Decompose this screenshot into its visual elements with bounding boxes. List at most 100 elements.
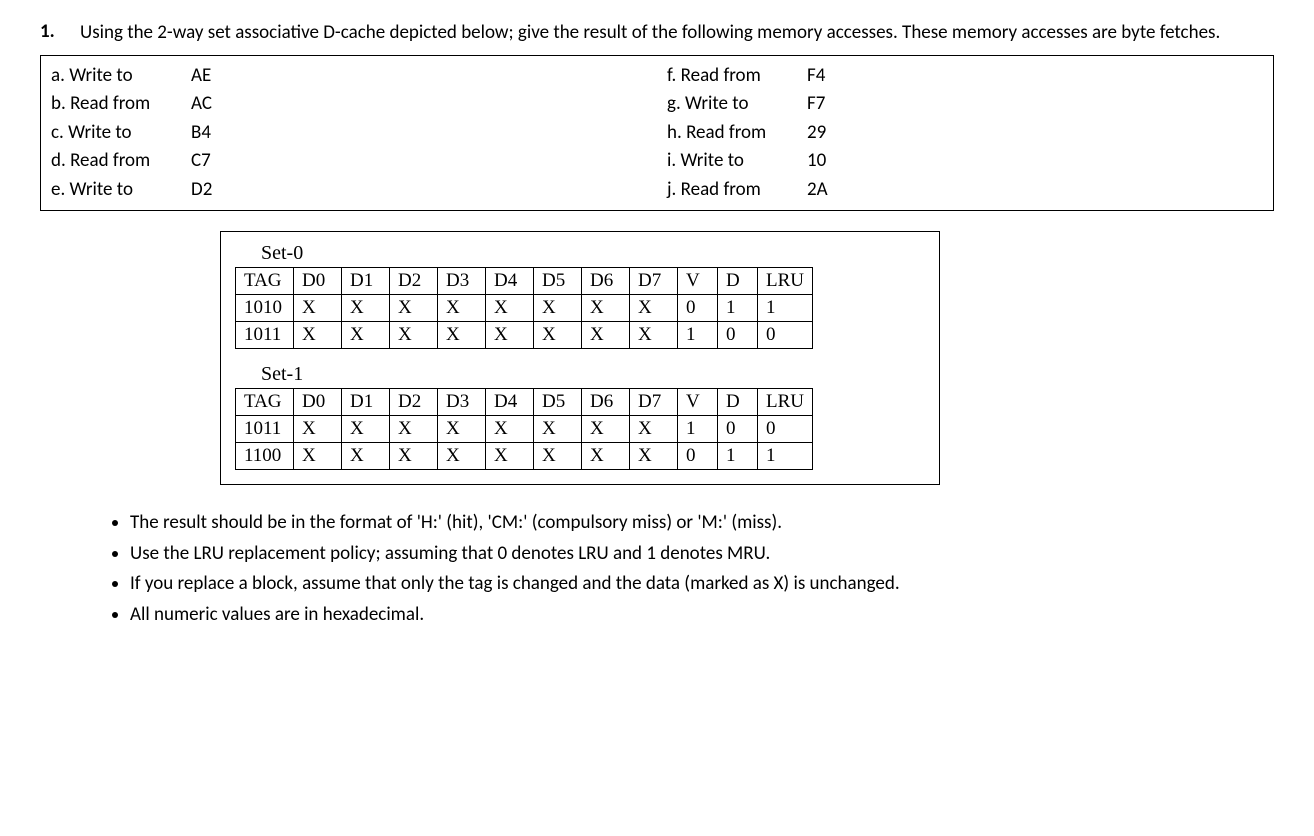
- cache-header-cell: V: [678, 389, 718, 416]
- cache-cell: 1100: [236, 443, 294, 470]
- cache-row: 1010XXXXXXXX011: [236, 295, 813, 322]
- access-address: AC: [191, 90, 212, 119]
- cache-header-cell: D: [718, 268, 758, 295]
- access-label: f. Read from: [667, 62, 807, 91]
- cache-header-cell: D6: [582, 389, 630, 416]
- cache-cell: 0: [678, 443, 718, 470]
- cache-cell: X: [534, 416, 582, 443]
- access-address: 29: [807, 119, 826, 148]
- accesses-right-column: f. Read fromF4g. Write toF7h. Read from2…: [657, 56, 1273, 211]
- cache-header-cell: D7: [630, 268, 678, 295]
- access-row: c. Write toB4: [51, 119, 647, 148]
- set1-table: TAGD0D1D2D3D4D5D6D7VDLRU1011XXXXXXXX1001…: [235, 388, 813, 470]
- cache-cell: 0: [678, 295, 718, 322]
- question-text: Using the 2-way set associative D-cache …: [80, 20, 1274, 47]
- cache-cell: X: [630, 443, 678, 470]
- cache-header-cell: D7: [630, 389, 678, 416]
- cache-cell: X: [630, 295, 678, 322]
- cache-header-cell: TAG: [236, 268, 294, 295]
- cache-header-cell: D6: [582, 268, 630, 295]
- access-row: i. Write to10: [667, 147, 1263, 176]
- question-header: 1. Using the 2-way set associative D-cac…: [40, 20, 1274, 47]
- cache-cell: 1: [718, 295, 758, 322]
- set0-label: Set-0: [261, 242, 925, 265]
- cache-cell: X: [342, 443, 390, 470]
- cache-row: 1011XXXXXXXX100: [236, 322, 813, 349]
- cache-cell: X: [342, 322, 390, 349]
- cache-cell: 1011: [236, 322, 294, 349]
- cache-cell: X: [486, 443, 534, 470]
- cache-cell: 1011: [236, 416, 294, 443]
- cache-cell: 1: [718, 443, 758, 470]
- access-address: F4: [807, 62, 825, 91]
- cache-header-cell: LRU: [758, 268, 813, 295]
- cache-cell: X: [630, 322, 678, 349]
- instruction-bullet: Use the LRU replacement policy; assuming…: [130, 540, 1274, 569]
- instruction-bullet: If you replace a block, assume that only…: [130, 570, 1274, 599]
- access-row: f. Read fromF4: [667, 62, 1263, 91]
- cache-header-cell: TAG: [236, 389, 294, 416]
- cache-header-cell: D0: [294, 268, 342, 295]
- cache-cell: 1: [678, 322, 718, 349]
- cache-cell: X: [390, 443, 438, 470]
- access-address: 2A: [807, 176, 828, 205]
- cache-cell: 0: [718, 416, 758, 443]
- cache-cell: X: [390, 416, 438, 443]
- instruction-bullet: All numeric values are in hexadecimal.: [130, 601, 1274, 630]
- cache-cell: 1: [758, 295, 813, 322]
- accesses-left-column: a. Write toAEb. Read fromACc. Write toB4…: [41, 56, 657, 211]
- access-address: D2: [191, 176, 212, 205]
- access-row: b. Read fromAC: [51, 90, 647, 119]
- cache-cell: 0: [758, 322, 813, 349]
- cache-cell: X: [390, 295, 438, 322]
- cache-cell: X: [486, 416, 534, 443]
- access-label: i. Write to: [667, 147, 807, 176]
- cache-cell: 1: [678, 416, 718, 443]
- cache-header-cell: D4: [486, 389, 534, 416]
- cache-header-cell: D1: [342, 389, 390, 416]
- cache-cell: X: [294, 322, 342, 349]
- access-address: B4: [191, 119, 211, 148]
- cache-cell: 1010: [236, 295, 294, 322]
- set0-table: TAGD0D1D2D3D4D5D6D7VDLRU1010XXXXXXXX0111…: [235, 267, 813, 349]
- access-row: h. Read from29: [667, 119, 1263, 148]
- cache-cell: X: [294, 443, 342, 470]
- cache-cell: X: [582, 443, 630, 470]
- cache-cell: X: [486, 295, 534, 322]
- access-label: d. Read from: [51, 147, 191, 176]
- cache-header-cell: V: [678, 268, 718, 295]
- cache-row: 1011XXXXXXXX100: [236, 416, 813, 443]
- access-label: b. Read from: [51, 90, 191, 119]
- set1-label: Set-1: [261, 363, 925, 386]
- cache-header-cell: D4: [486, 268, 534, 295]
- cache-cell: X: [342, 295, 390, 322]
- cache-cell: 1: [758, 443, 813, 470]
- instruction-bullets: The result should be in the format of 'H…: [40, 509, 1274, 629]
- access-label: a. Write to: [51, 62, 191, 91]
- cache-cell: X: [438, 443, 486, 470]
- cache-header-cell: D1: [342, 268, 390, 295]
- cache-header-cell: D5: [534, 268, 582, 295]
- cache-cell: X: [582, 416, 630, 443]
- cache-cell: X: [534, 295, 582, 322]
- cache-cell: X: [582, 295, 630, 322]
- access-row: d. Read fromC7: [51, 147, 647, 176]
- cache-cell: X: [390, 322, 438, 349]
- cache-cell: X: [438, 416, 486, 443]
- cache-cell: X: [582, 322, 630, 349]
- access-address: AE: [191, 62, 211, 91]
- cache-header-cell: D2: [390, 268, 438, 295]
- cache-cell: X: [630, 416, 678, 443]
- access-label: e. Write to: [51, 176, 191, 205]
- access-address: 10: [807, 147, 826, 176]
- cache-header-cell: D0: [294, 389, 342, 416]
- cache-cell: X: [294, 416, 342, 443]
- cache-cell: 0: [718, 322, 758, 349]
- access-address: F7: [807, 90, 825, 119]
- cache-cell: X: [486, 322, 534, 349]
- cache-header-cell: D3: [438, 268, 486, 295]
- instruction-bullet: The result should be in the format of 'H…: [130, 509, 1274, 538]
- cache-cell: X: [342, 416, 390, 443]
- memory-accesses-box: a. Write toAEb. Read fromACc. Write toB4…: [40, 55, 1274, 212]
- cache-row: 1100XXXXXXXX011: [236, 443, 813, 470]
